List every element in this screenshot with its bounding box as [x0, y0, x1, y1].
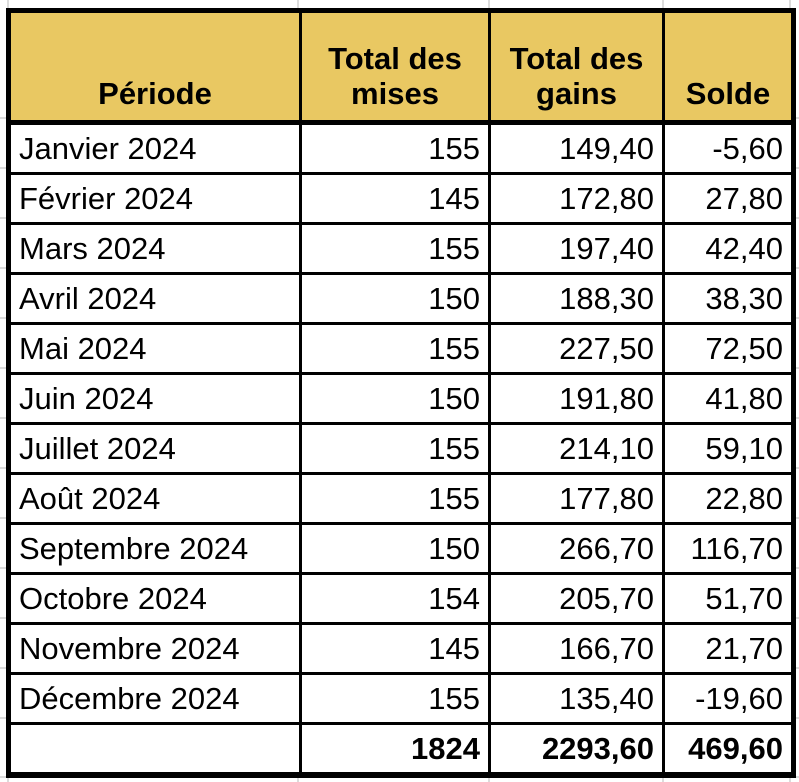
- gains-cell[interactable]: 214,10: [488, 422, 665, 475]
- total-label-cell[interactable]: [7, 722, 302, 778]
- total-gains-cell[interactable]: 2293,60: [488, 722, 665, 778]
- table-row: Octobre 2024 154 205,70 51,70: [7, 572, 795, 625]
- mises-cell[interactable]: 155: [299, 672, 491, 725]
- table-row: Avril 2024 150 188,30 38,30: [7, 272, 795, 325]
- period-cell[interactable]: Juin 2024: [7, 372, 302, 425]
- solde-cell[interactable]: 72,50: [662, 322, 795, 375]
- results-table: Période Total des mises Total des gains …: [6, 8, 796, 778]
- period-cell[interactable]: Août 2024: [7, 472, 302, 525]
- solde-cell[interactable]: 22,80: [662, 472, 795, 525]
- mises-cell[interactable]: 154: [299, 572, 491, 625]
- mises-cell[interactable]: 155: [299, 422, 491, 475]
- gains-cell[interactable]: 177,80: [488, 472, 665, 525]
- table-row: Janvier 2024 155 149,40 -5,60: [7, 121, 795, 175]
- gains-cell[interactable]: 172,80: [488, 172, 665, 225]
- solde-cell[interactable]: 27,80: [662, 172, 795, 225]
- total-solde-cell[interactable]: 469,60: [662, 722, 795, 778]
- solde-cell[interactable]: 38,30: [662, 272, 795, 325]
- period-cell[interactable]: Octobre 2024: [7, 572, 302, 625]
- solde-cell[interactable]: -5,60: [662, 121, 795, 175]
- period-cell[interactable]: Juillet 2024: [7, 422, 302, 475]
- table-row: Mars 2024 155 197,40 42,40: [7, 222, 795, 275]
- period-cell[interactable]: Décembre 2024: [7, 672, 302, 725]
- mises-cell[interactable]: 155: [299, 472, 491, 525]
- table-row: Septembre 2024 150 266,70 116,70: [7, 522, 795, 575]
- solde-cell[interactable]: 51,70: [662, 572, 795, 625]
- gains-cell[interactable]: 227,50: [488, 322, 665, 375]
- total-mises-cell[interactable]: 1824: [299, 722, 491, 778]
- mises-cell[interactable]: 150: [299, 522, 491, 575]
- mises-cell[interactable]: 150: [299, 372, 491, 425]
- solde-cell[interactable]: 116,70: [662, 522, 795, 575]
- solde-cell[interactable]: 41,80: [662, 372, 795, 425]
- gains-cell[interactable]: 266,70: [488, 522, 665, 575]
- period-cell[interactable]: Septembre 2024: [7, 522, 302, 575]
- gains-cell[interactable]: 149,40: [488, 121, 665, 175]
- total-row: 1824 2293,60 469,60: [7, 722, 795, 778]
- header-cell-total-mises[interactable]: Total des mises: [299, 9, 491, 125]
- table-row: Juillet 2024 155 214,10 59,10: [7, 422, 795, 475]
- gains-cell[interactable]: 191,80: [488, 372, 665, 425]
- solde-cell[interactable]: -19,60: [662, 672, 795, 725]
- gains-cell[interactable]: 166,70: [488, 622, 665, 675]
- gains-cell[interactable]: 135,40: [488, 672, 665, 725]
- period-cell[interactable]: Mai 2024: [7, 322, 302, 375]
- table-row: Novembre 2024 145 166,70 21,70: [7, 622, 795, 675]
- header-cell-periode[interactable]: Période: [7, 9, 302, 125]
- mises-cell[interactable]: 150: [299, 272, 491, 325]
- mises-cell[interactable]: 155: [299, 322, 491, 375]
- table-row: Août 2024 155 177,80 22,80: [7, 472, 795, 525]
- table-row: Décembre 2024 155 135,40 -19,60: [7, 672, 795, 725]
- period-cell[interactable]: Novembre 2024: [7, 622, 302, 675]
- solde-cell[interactable]: 21,70: [662, 622, 795, 675]
- mises-cell[interactable]: 155: [299, 121, 491, 175]
- period-cell[interactable]: Avril 2024: [7, 272, 302, 325]
- header-cell-total-gains[interactable]: Total des gains: [488, 9, 665, 125]
- header-row: Période Total des mises Total des gains …: [7, 9, 795, 125]
- mises-cell[interactable]: 155: [299, 222, 491, 275]
- gains-cell[interactable]: 205,70: [488, 572, 665, 625]
- table-row: Juin 2024 150 191,80 41,80: [7, 372, 795, 425]
- table-row: Mai 2024 155 227,50 72,50: [7, 322, 795, 375]
- mises-cell[interactable]: 145: [299, 622, 491, 675]
- gains-cell[interactable]: 188,30: [488, 272, 665, 325]
- mises-cell[interactable]: 145: [299, 172, 491, 225]
- solde-cell[interactable]: 59,10: [662, 422, 795, 475]
- gains-cell[interactable]: 197,40: [488, 222, 665, 275]
- solde-cell[interactable]: 42,40: [662, 222, 795, 275]
- header-cell-solde[interactable]: Solde: [662, 9, 795, 125]
- table-row: Février 2024 145 172,80 27,80: [7, 172, 795, 225]
- period-cell[interactable]: Mars 2024: [7, 222, 302, 275]
- period-cell[interactable]: Février 2024: [7, 172, 302, 225]
- period-cell[interactable]: Janvier 2024: [7, 121, 302, 175]
